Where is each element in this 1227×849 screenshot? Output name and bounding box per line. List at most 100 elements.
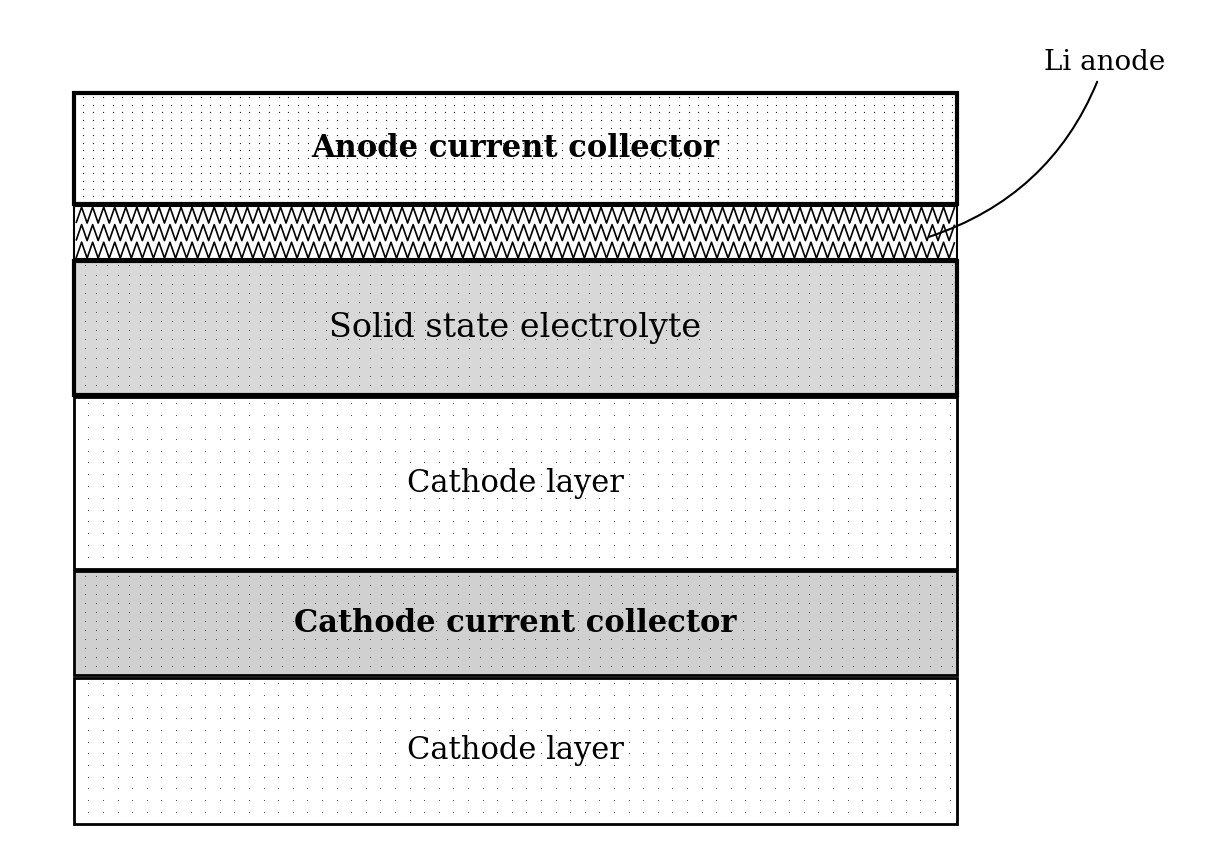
Point (853, 770, 872, 784)
Point (492, 314, 512, 328)
Point (909, 314, 929, 328)
Point (141, 641, 161, 655)
Point (667, 659, 687, 672)
Point (283, 605, 303, 619)
Point (404, 632, 423, 645)
Point (601, 341, 621, 355)
Point (298, 98, 318, 111)
Point (123, 420, 142, 434)
Point (385, 468, 405, 481)
Point (459, 605, 479, 619)
Point (339, 578, 358, 592)
Point (288, 121, 308, 134)
Point (429, 735, 449, 749)
Point (283, 341, 303, 355)
Point (634, 623, 654, 637)
Point (162, 136, 182, 149)
Point (283, 295, 303, 309)
Point (294, 314, 314, 328)
Point (317, 323, 336, 337)
Point (483, 90, 503, 104)
Point (288, 136, 308, 149)
Point (472, 514, 492, 528)
Point (690, 641, 709, 655)
Point (312, 782, 331, 796)
Point (931, 632, 951, 645)
Point (239, 479, 259, 492)
Point (920, 578, 940, 592)
Point (923, 189, 942, 203)
Point (119, 314, 139, 328)
Point (633, 700, 653, 713)
Point (318, 143, 337, 157)
Point (525, 267, 545, 281)
Point (228, 305, 248, 318)
Point (735, 479, 755, 492)
Point (620, 105, 639, 119)
Point (371, 432, 390, 446)
Point (239, 314, 259, 328)
Point (688, 98, 708, 111)
Point (297, 805, 317, 818)
Point (854, 360, 874, 374)
Point (297, 526, 317, 540)
Point (552, 121, 572, 134)
Point (113, 151, 133, 165)
Point (429, 396, 449, 410)
Point (525, 596, 545, 610)
Point (162, 174, 182, 188)
Point (843, 649, 863, 663)
Point (294, 341, 314, 355)
Point (350, 286, 369, 300)
Point (341, 711, 361, 725)
Point (180, 514, 200, 528)
Point (502, 432, 521, 446)
Point (458, 711, 477, 725)
Point (371, 746, 390, 760)
Point (312, 408, 331, 422)
Point (546, 503, 566, 516)
Point (239, 286, 259, 300)
Point (487, 550, 507, 564)
Point (777, 267, 796, 281)
Point (434, 166, 454, 180)
Point (162, 113, 182, 127)
Point (623, 286, 643, 300)
Point (821, 360, 840, 374)
Point (645, 277, 665, 290)
Point (152, 570, 172, 583)
Point (517, 503, 536, 516)
Point (838, 444, 858, 458)
Point (663, 526, 682, 540)
Point (483, 174, 503, 188)
Point (707, 677, 726, 690)
Point (103, 182, 123, 195)
Point (601, 578, 621, 592)
Point (582, 143, 601, 157)
Point (667, 305, 687, 318)
Point (634, 267, 654, 281)
Point (347, 182, 367, 195)
Point (272, 267, 292, 281)
Point (909, 570, 929, 583)
Point (272, 588, 292, 601)
Point (750, 711, 769, 725)
Point (326, 723, 346, 737)
Point (810, 295, 829, 309)
Point (853, 468, 872, 481)
Point (385, 479, 405, 492)
Point (239, 526, 259, 540)
Point (75, 277, 94, 290)
Point (229, 136, 249, 149)
Point (575, 700, 595, 713)
Point (367, 105, 387, 119)
Point (481, 258, 501, 272)
Point (283, 578, 303, 592)
Point (707, 758, 726, 772)
Point (910, 503, 930, 516)
Point (93, 105, 113, 119)
Point (206, 314, 226, 328)
Point (645, 596, 665, 610)
Point (876, 323, 896, 337)
Point (531, 432, 551, 446)
